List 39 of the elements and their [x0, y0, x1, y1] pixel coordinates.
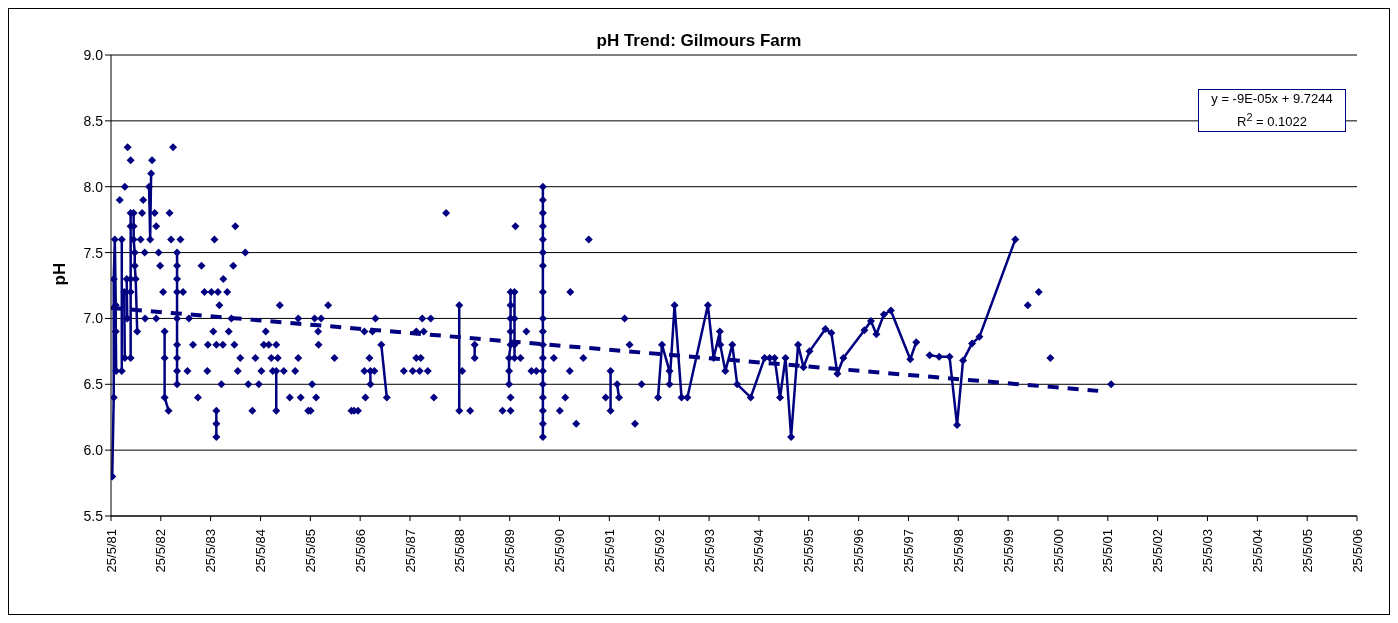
x-tick-label: 25/5/99 [1000, 529, 1016, 573]
annotation: y = -9E-05x + 9.7244 [1210, 90, 1334, 108]
x-tick-label: 25/5/89 [502, 529, 518, 573]
y-tick-label: 7.0 [83, 310, 104, 327]
x-tick-label: 25/5/04 [1249, 529, 1265, 573]
y-tick-label: 6.0 [83, 442, 104, 459]
x-tick-label: 25/5/84 [253, 529, 269, 573]
y-tick-label: 7.5 [83, 244, 104, 261]
x-tick-label: 25/5/87 [402, 529, 418, 573]
x-tick-label: 25/5/05 [1299, 529, 1315, 573]
x-tick-label: 25/5/00 [1050, 529, 1066, 573]
x-tick-label: 25/5/92 [651, 529, 667, 573]
x-tick-label: 25/5/88 [452, 529, 468, 573]
x-tick-label: 25/5/82 [153, 529, 169, 573]
x-tick-label: 25/5/01 [1100, 529, 1116, 573]
y-tick-label: 9.0 [83, 46, 104, 63]
x-tick-label: 25/5/98 [950, 529, 966, 573]
x-tick-label: 25/5/81 [103, 529, 119, 573]
y-tick-label: 6.5 [83, 376, 104, 393]
x-tick-label: 25/5/06 [1349, 529, 1365, 573]
x-tick-label: 25/5/95 [801, 529, 817, 573]
x-tick-label: 25/5/86 [352, 529, 368, 573]
annotation: R$^{2}$ = 0.1022 [1236, 110, 1308, 132]
x-tick-label: 25/5/93 [701, 529, 717, 573]
y-axis-title: pH [50, 262, 70, 286]
x-tick-label: 25/5/85 [302, 529, 318, 573]
x-tick-label: 25/5/03 [1199, 529, 1215, 573]
x-tick-label: 25/5/91 [601, 529, 617, 573]
x-tick-label: 25/5/94 [751, 529, 767, 573]
y-tick-label: 8.0 [83, 178, 104, 195]
y-tick-label: 5.5 [83, 507, 104, 524]
x-tick-label: 25/5/90 [552, 529, 568, 573]
x-tick-label: 25/5/97 [901, 529, 917, 573]
x-tick-label: 25/5/96 [851, 529, 867, 573]
equation-box: y = -9E-05x + 9.7244 R$^{2}$ = 0.1022 [1198, 89, 1346, 133]
x-tick-label: 25/5/02 [1150, 529, 1166, 573]
chart-title: pH Trend: Gilmours Farm [596, 31, 802, 50]
x-tick-label: 25/5/83 [203, 529, 219, 573]
y-tick-label: 8.5 [83, 112, 104, 129]
